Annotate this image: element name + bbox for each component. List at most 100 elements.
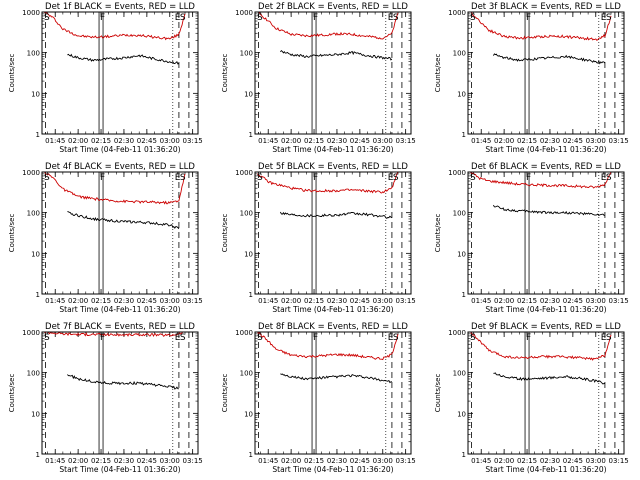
series-line-events — [279, 211, 393, 219]
plot-area — [257, 172, 403, 294]
x-tick-label: 01:45 — [258, 297, 278, 305]
y-tick-label: 100 — [453, 50, 466, 58]
plot-frame — [254, 331, 412, 455]
y-tick-label: 10 — [244, 250, 253, 258]
y-axis-label: Counts/sec — [434, 54, 442, 93]
x-tick-label: 01:45 — [471, 297, 491, 305]
x-tick-label: 02:45 — [350, 457, 370, 465]
x-tick-label: 02:30 — [327, 297, 347, 305]
x-tick-label: 03:00 — [373, 297, 393, 305]
x-axis-label: Start Time (04-Feb-11 01:36:20) — [59, 305, 180, 314]
x-axis-label: Start Time (04-Feb-11 01:36:20) — [272, 145, 393, 154]
y-tick-label: 10 — [457, 410, 466, 418]
marker-label-s-right: S — [393, 13, 399, 23]
x-tick-label: 02:45 — [137, 297, 157, 305]
x-tick-label: 02:45 — [563, 137, 583, 145]
x-tick-label: 02:30 — [114, 137, 134, 145]
marker-label-e: E — [175, 173, 181, 183]
series-line-lld — [470, 332, 612, 361]
x-tick-label: 02:00 — [281, 457, 301, 465]
marker-label-s-right: S — [180, 13, 186, 23]
chart-panel-6: Det 6f BLACK = Events, RED = LLD Counts/s… — [434, 162, 629, 314]
y-tick-label: 10 — [31, 90, 40, 98]
y-tick-label: 1 — [36, 451, 40, 459]
x-tick-label: 02:15 — [91, 457, 111, 465]
series-line-events — [493, 53, 606, 65]
x-axis-label: Start Time (04-Feb-11 01:36:20) — [485, 465, 606, 474]
chart-title: Det 9f BLACK = Events, RED = LLD — [471, 322, 621, 332]
x-tick-label: 02:45 — [350, 137, 370, 145]
y-tick-label: 100 — [453, 370, 466, 378]
y-tick-label: 1 — [249, 291, 253, 299]
y-tick-label: 1 — [249, 131, 253, 139]
series-line-lld — [470, 172, 612, 189]
marker-label-s-left: S — [470, 13, 476, 23]
x-tick-label: 02:30 — [540, 457, 560, 465]
marker-label-s-left: S — [257, 13, 263, 23]
x-tick-label: 01:45 — [258, 457, 278, 465]
y-tick-label: 10 — [457, 250, 466, 258]
x-tick-label: 02:15 — [91, 297, 111, 305]
plot-frame — [467, 331, 625, 455]
x-tick-label: 02:00 — [281, 297, 301, 305]
y-tick-label: 1000 — [22, 329, 40, 337]
x-tick-label: 03:15 — [609, 297, 629, 305]
chart-panel-8: Det 8f BLACK = Events, RED = LLD Counts/s… — [221, 322, 416, 474]
marker-label-f: F — [526, 13, 531, 23]
y-tick-label: 1 — [462, 451, 466, 459]
marker-label-s-left: S — [257, 173, 263, 183]
y-axis-label: Counts/sec — [221, 54, 229, 93]
x-tick-label: 02:30 — [327, 137, 347, 145]
x-tick-label: 03:15 — [396, 457, 416, 465]
chart-title: Det 5f BLACK = Events, RED = LLD — [258, 162, 408, 172]
x-tick-label: 03:15 — [183, 137, 203, 145]
x-tick-label: 03:00 — [586, 137, 606, 145]
marker-label-s-right: S — [180, 333, 186, 343]
marker-label-f: F — [100, 173, 105, 183]
x-tick-label: 03:00 — [160, 297, 180, 305]
y-tick-label: 10 — [31, 410, 40, 418]
y-tick-label: 100 — [27, 370, 40, 378]
x-tick-label: 01:45 — [471, 137, 491, 145]
marker-label-e: E — [601, 13, 607, 23]
x-tick-label: 03:15 — [396, 137, 416, 145]
chart-panel-4: Det 4f BLACK = Events, RED = LLD Counts/s… — [8, 162, 203, 314]
series-line-lld — [470, 12, 612, 41]
chart-title: Det 1f BLACK = Events, RED = LLD — [45, 2, 195, 12]
y-tick-label: 1000 — [235, 329, 253, 337]
x-tick-label: 02:45 — [350, 297, 370, 305]
x-axis-label: Start Time (04-Feb-11 01:36:20) — [272, 465, 393, 474]
marker-label-f: F — [313, 173, 318, 183]
x-tick-label: 01:45 — [45, 297, 65, 305]
x-tick-label: 03:00 — [373, 137, 393, 145]
x-axis-label: Start Time (04-Feb-11 01:36:20) — [485, 305, 606, 314]
y-tick-label: 1000 — [448, 9, 466, 17]
y-tick-label: 100 — [27, 50, 40, 58]
y-axis-label: Counts/sec — [434, 374, 442, 413]
x-tick-label: 03:15 — [609, 457, 629, 465]
y-tick-label: 10 — [244, 410, 253, 418]
marker-label-f: F — [526, 333, 531, 343]
chart-panel-7: Det 7f BLACK = Events, RED = LLD Counts/s… — [8, 322, 203, 474]
marker-label-e: E — [175, 13, 181, 23]
y-tick-label: 1000 — [448, 329, 466, 337]
x-tick-label: 02:00 — [494, 297, 514, 305]
x-tick-label: 02:45 — [137, 457, 157, 465]
series-line-events — [67, 374, 179, 390]
y-tick-label: 1 — [36, 291, 40, 299]
x-tick-label: 02:00 — [281, 137, 301, 145]
x-tick-label: 03:00 — [160, 457, 180, 465]
marker-label-e: E — [388, 333, 394, 343]
chart-title: Det 4f BLACK = Events, RED = LLD — [45, 162, 195, 172]
series-line-events — [493, 204, 606, 216]
x-tick-label: 02:45 — [137, 137, 157, 145]
series-line-lld — [258, 12, 399, 40]
marker-label-s-right: S — [393, 173, 399, 183]
x-tick-label: 02:15 — [304, 457, 324, 465]
chart-title: Det 3f BLACK = Events, RED = LLD — [471, 2, 621, 12]
series-line-events — [67, 211, 180, 230]
x-tick-label: 03:15 — [609, 137, 629, 145]
y-tick-label: 1000 — [235, 9, 253, 17]
x-axis-label: Start Time (04-Feb-11 01:36:20) — [485, 145, 606, 154]
